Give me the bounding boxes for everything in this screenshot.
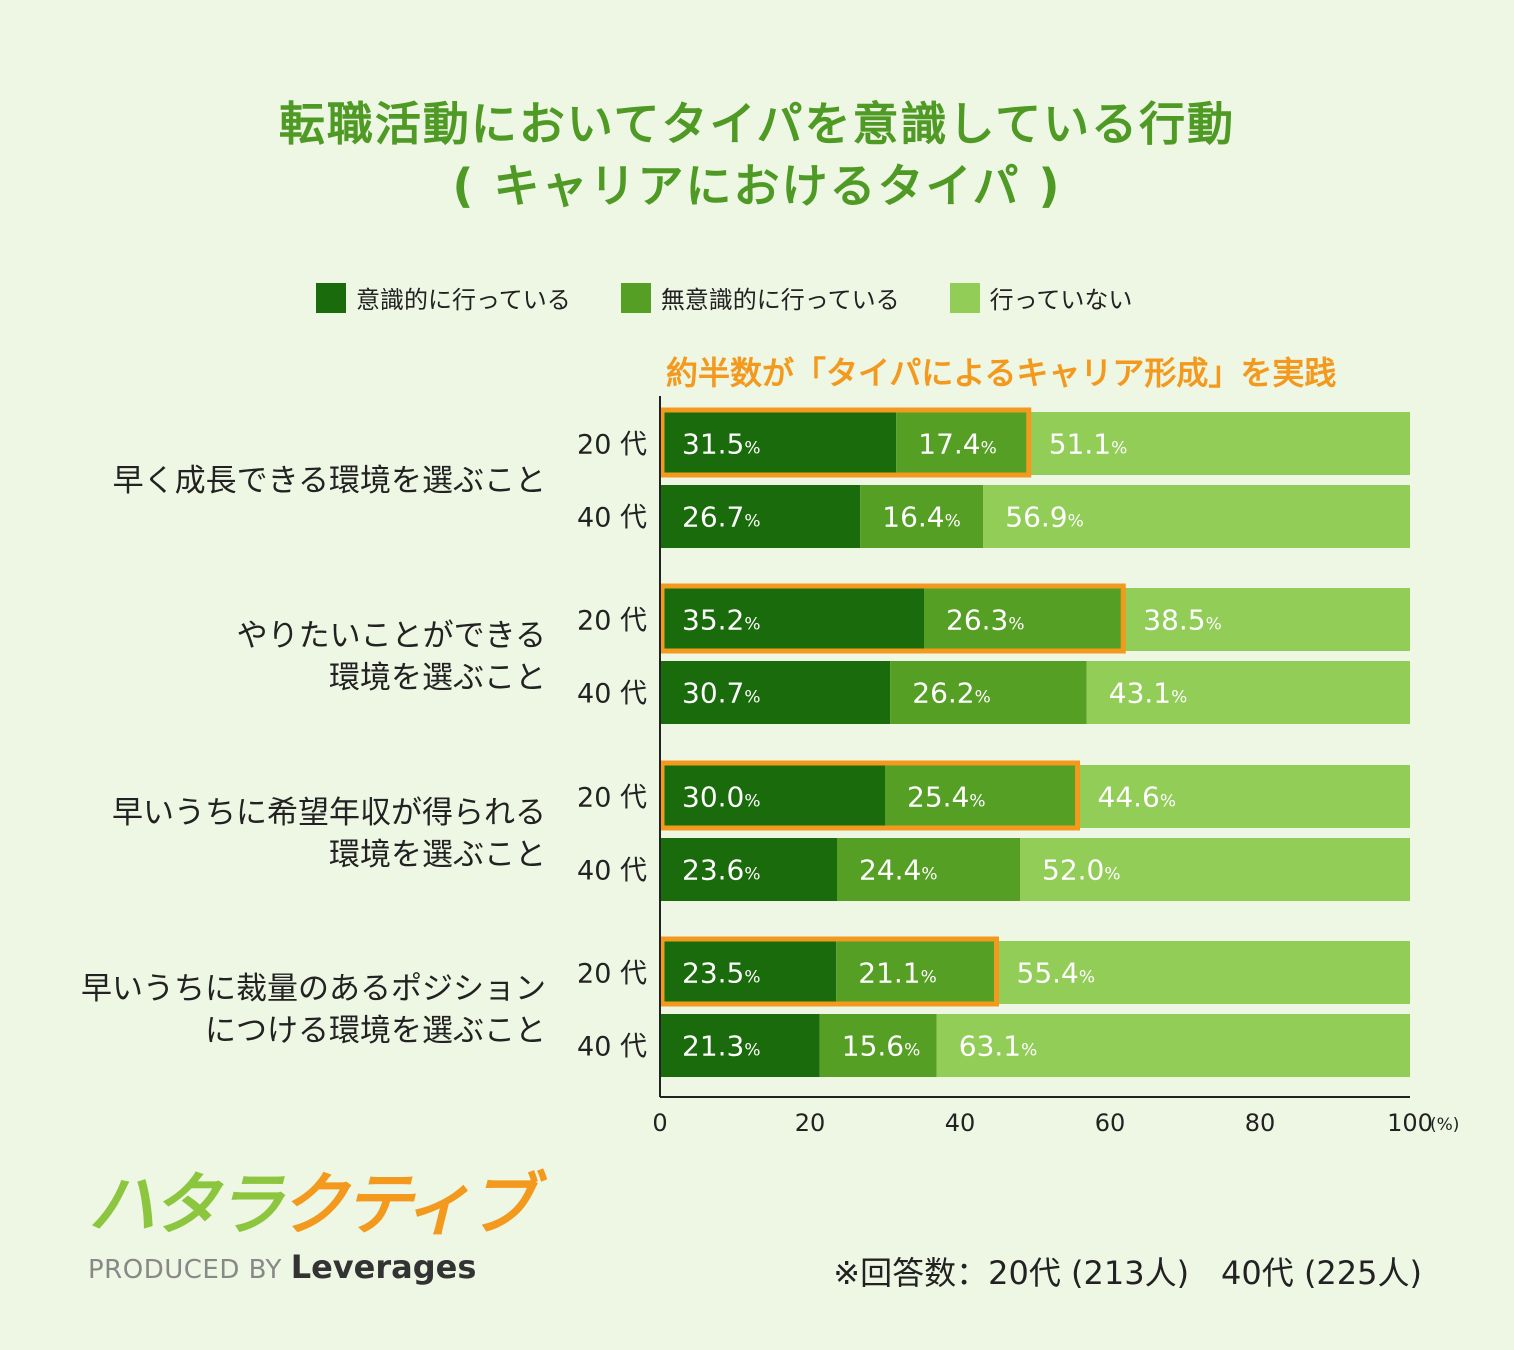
bar-segment [660, 1014, 820, 1077]
category-label: 早いうちに裁量のあるポジション [81, 971, 546, 1007]
x-tick-label: 40 [945, 1109, 976, 1137]
data-label: 23.5% [682, 957, 761, 990]
age-label: 20 代 [577, 606, 647, 637]
bar-segment [660, 661, 891, 724]
data-label: 55.4% [1017, 957, 1096, 990]
x-tick-label: 60 [1095, 1109, 1126, 1137]
age-label: 40 代 [577, 856, 647, 887]
bar-segment [836, 941, 995, 1004]
age-label: 40 代 [577, 679, 647, 710]
chart-subtitle: ( キャリアにおけるタイパ ) [452, 159, 1062, 213]
bar-segment [660, 412, 897, 475]
data-label: 31.5% [682, 428, 761, 461]
bar-segment [860, 485, 984, 548]
data-label: 30.7% [682, 677, 761, 710]
bar-segment [896, 412, 1027, 475]
data-label: 23.6% [682, 854, 761, 887]
highlight-box [659, 407, 1032, 478]
legend-swatch-conscious [316, 282, 346, 313]
data-label: 51.1% [1049, 428, 1128, 461]
bar-segment [660, 941, 837, 1004]
legend-item-conscious: 意識的に行っている [316, 280, 571, 315]
data-label: 38.5% [1143, 604, 1222, 637]
category-label: 早いうちに希望年収が得られる [112, 795, 546, 831]
bar-segment [660, 838, 837, 901]
legend-swatch-not-doing [949, 282, 980, 313]
legend-item-not-doing: 行っていない [949, 280, 1133, 315]
highlight-box [659, 936, 999, 1007]
logo-wordmark: ハタラクティブ [88, 1172, 536, 1240]
legend-label-not-doing: 行っていない [989, 286, 1133, 314]
data-label: 43.1% [1109, 677, 1188, 710]
logo-wordmark-green: ハタラ [88, 1166, 284, 1245]
bar-segment [660, 588, 924, 651]
bar-segment [819, 1014, 937, 1077]
highlight-box [659, 583, 1126, 654]
data-label: 44.6% [1098, 781, 1177, 814]
data-label: 21.3% [682, 1030, 761, 1063]
x-tick-label: 100 [1387, 1109, 1433, 1137]
produced-by-label: PRODUCED BY [88, 1255, 282, 1285]
data-label: 26.2% [912, 677, 991, 710]
legend-label-conscious: 意識的に行っている [356, 286, 571, 314]
data-label: 15.6% [842, 1030, 921, 1063]
highlight-callout: 約半数が「タイパによるキャリア形成」を実践 [666, 354, 1336, 392]
company-name: Leverages [290, 1248, 477, 1286]
bar-segment [1086, 661, 1410, 724]
age-label: 20 代 [577, 783, 647, 814]
data-label: 30.0% [682, 781, 761, 814]
data-label: 26.7% [682, 501, 761, 534]
produced-by: PRODUCED BY Leverages [88, 1248, 532, 1286]
hataractive-logo: ハタラクティブ PRODUCED BY Leverages [88, 1172, 536, 1287]
category-label: 早く成長できる環境を選ぶこと [113, 463, 546, 499]
chart-title: 転職活動においてタイパを意識している行動 [278, 97, 1236, 151]
data-label: 56.9% [1005, 501, 1084, 534]
data-label: 25.4% [907, 781, 986, 814]
bar-segment [885, 765, 1076, 828]
bar-segment [660, 485, 861, 548]
bar-segment [660, 765, 885, 828]
bar-segment [837, 838, 1020, 901]
highlight-box [659, 760, 1080, 831]
age-label: 20 代 [577, 430, 647, 461]
data-label: 24.4% [859, 854, 938, 887]
logo-wordmark-orange: クティブ [280, 1166, 536, 1245]
data-label: 17.4% [918, 428, 997, 461]
data-label: 26.3% [946, 604, 1025, 637]
x-tick-label: 20 [795, 1109, 826, 1137]
bar-segment [924, 588, 1122, 651]
x-axis-unit: (%) [1430, 1115, 1459, 1135]
bar-segment [1075, 765, 1410, 828]
category-label: 環境を選ぶこと [329, 660, 546, 696]
data-label: 52.0% [1042, 854, 1121, 887]
age-label: 40 代 [577, 503, 647, 534]
age-label: 40 代 [577, 1032, 647, 1063]
x-tick-label: 0 [652, 1109, 667, 1137]
category-label: 環境を選ぶこと [329, 837, 546, 873]
bar-segment [994, 941, 1410, 1004]
bar-segment [936, 1014, 1410, 1077]
legend: 意識的に行っている 無意識的に行っている 行っていない [316, 280, 1182, 315]
data-label: 21.1% [858, 957, 937, 990]
category-label: やりたいことができる [237, 618, 546, 654]
category-label: につける環境を選ぶこと [205, 1013, 546, 1049]
bar-segment [1026, 412, 1410, 475]
bar-segment [983, 485, 1410, 548]
respondent-note: ※回答数：20代 (213人) 40代 (225人) [833, 1254, 1422, 1292]
data-label: 63.1% [959, 1030, 1038, 1063]
legend-item-unconscious: 無意識的に行っている [620, 280, 900, 315]
bar-segment [1020, 838, 1410, 901]
bar-segment [1121, 588, 1410, 651]
legend-swatch-unconscious [620, 282, 651, 313]
x-tick-label: 80 [1245, 1109, 1276, 1137]
age-label: 20 代 [577, 959, 647, 990]
bar-segment [890, 661, 1087, 724]
data-label: 16.4% [882, 501, 961, 534]
legend-label-unconscious: 無意識的に行っている [660, 286, 900, 314]
data-label: 35.2% [682, 604, 761, 637]
